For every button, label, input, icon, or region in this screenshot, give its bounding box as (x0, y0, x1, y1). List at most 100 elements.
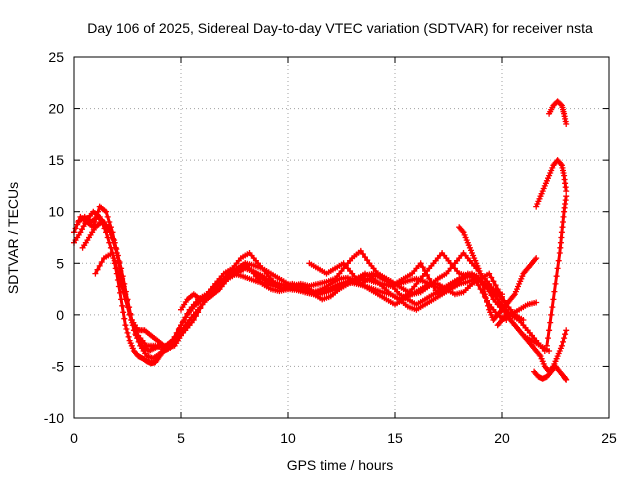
series-trace-12 (546, 98, 570, 127)
data-point (178, 322, 184, 329)
data-point (122, 296, 129, 303)
data-point (541, 348, 548, 354)
data-point (480, 286, 487, 293)
plot-area (71, 98, 570, 383)
data-point (98, 259, 105, 265)
data-point (510, 292, 517, 299)
data-point (171, 333, 178, 340)
data-point (536, 351, 543, 358)
data-point (547, 319, 554, 326)
data-point (560, 219, 566, 225)
y-tick-label: 25 (48, 49, 64, 65)
data-point (563, 121, 570, 127)
data-point (110, 235, 117, 242)
data-point (77, 229, 84, 236)
data-point (482, 295, 489, 302)
data-point (559, 224, 566, 231)
chart-title: Day 106 of 2025, Sidereal Day-to-day VTE… (87, 20, 593, 36)
series-trace-6 (92, 250, 527, 351)
data-point (553, 273, 560, 280)
data-point (111, 257, 118, 264)
data-point (533, 255, 540, 262)
data-point (550, 296, 557, 303)
data-point (490, 278, 497, 285)
data-point (108, 231, 115, 238)
x-tick-label: 25 (601, 430, 617, 446)
data-point (494, 286, 501, 293)
data-point (169, 337, 176, 344)
data-point (475, 282, 482, 289)
data-point (123, 326, 130, 332)
data-point (417, 260, 424, 267)
data-point (120, 309, 127, 316)
data-point (481, 291, 488, 298)
data-marks (71, 98, 570, 383)
data-point (115, 273, 122, 280)
data-point (117, 289, 123, 296)
plot-frame (73, 56, 610, 419)
data-point (546, 327, 553, 334)
data-point (558, 342, 565, 349)
series-trace-9 (494, 311, 570, 375)
y-axis-label: SDTVAR / TECUs (5, 182, 21, 294)
x-axis-label: GPS time / hours (287, 457, 394, 473)
data-point (121, 315, 128, 322)
data-point (557, 161, 564, 167)
data-point (557, 239, 564, 246)
data-point (477, 270, 484, 277)
data-point (419, 264, 426, 271)
data-point (473, 278, 480, 285)
data-point (106, 228, 113, 235)
data-point (556, 250, 563, 256)
data-point (120, 288, 127, 295)
y-tick-label: 5 (56, 255, 64, 271)
data-point (80, 223, 87, 230)
data-point (105, 224, 112, 231)
data-point (114, 252, 121, 259)
data-point (109, 250, 116, 256)
y-tick-label: 10 (48, 204, 64, 220)
data-point (111, 239, 118, 246)
series-trace-10 (531, 363, 570, 383)
data-point (563, 376, 570, 383)
data-point (362, 254, 368, 261)
data-point (552, 280, 559, 287)
data-point (104, 213, 111, 220)
x-tick-label: 20 (494, 430, 510, 446)
data-point (128, 317, 135, 323)
y-tick-label: 0 (56, 307, 64, 323)
data-point (484, 299, 490, 305)
data-point (560, 338, 566, 345)
y-tick-label: -5 (52, 358, 65, 374)
data-point (96, 262, 103, 269)
data-point (543, 342, 550, 349)
data-point (428, 279, 435, 286)
data-point (554, 265, 561, 272)
data-point (103, 208, 110, 215)
y-tick-label: 20 (48, 101, 64, 117)
data-point (558, 229, 565, 236)
data-point (557, 101, 564, 108)
data-point (557, 244, 564, 251)
data-point (364, 257, 371, 264)
data-point (471, 274, 478, 281)
data-point (533, 299, 540, 306)
data-point (492, 282, 499, 289)
data-point (432, 287, 439, 294)
data-point (555, 257, 562, 264)
data-point (130, 322, 137, 329)
x-tick-label: 10 (280, 430, 296, 446)
data-point (357, 247, 364, 254)
data-point (479, 280, 486, 287)
data-point (94, 266, 101, 273)
data-point (133, 327, 140, 334)
data-point (119, 302, 126, 309)
data-point (549, 304, 556, 311)
series-trace-13 (543, 193, 570, 349)
data-point (124, 329, 131, 336)
data-point (558, 234, 565, 241)
series-trace-11 (533, 157, 570, 210)
data-point (135, 338, 142, 345)
data-point (496, 289, 503, 296)
